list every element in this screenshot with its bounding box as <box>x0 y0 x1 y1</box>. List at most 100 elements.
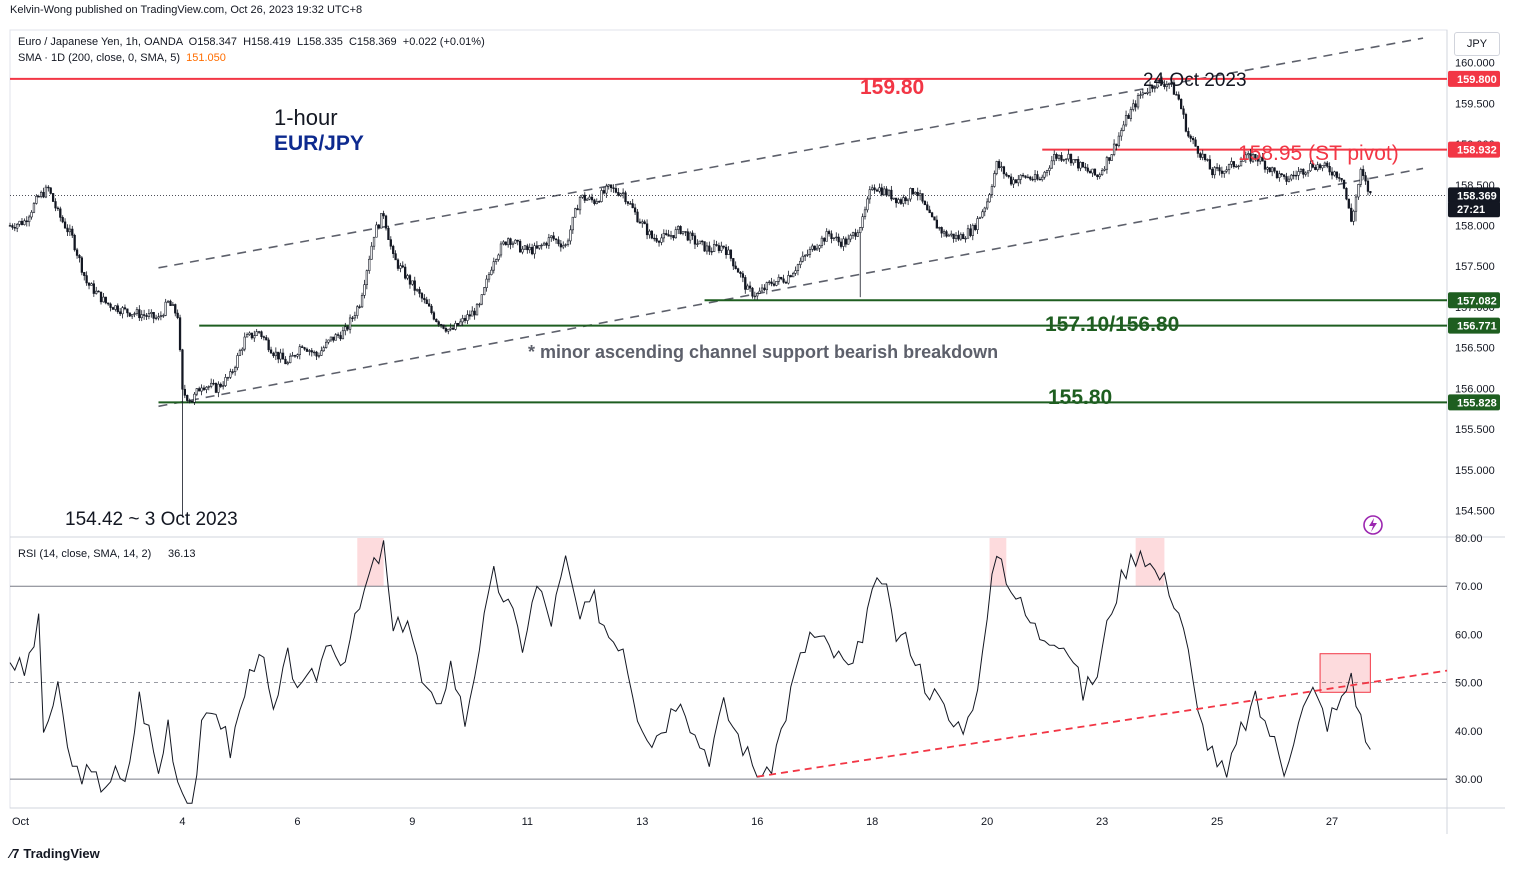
candle-body <box>1244 154 1247 160</box>
footer-brand[interactable]: ⁄‌7 TradingView <box>10 846 100 861</box>
candle-body <box>1199 153 1202 158</box>
candle-body <box>1089 170 1092 174</box>
candle-body <box>1287 178 1291 182</box>
candle-body <box>705 245 709 252</box>
instrument-label[interactable]: Euro / Japanese Yen, 1h, OANDA <box>18 36 183 48</box>
candle-body <box>150 312 153 314</box>
sma-label[interactable]: SMA · 1D (200, close, 0, SMA, 5) <box>18 52 181 64</box>
candle-body <box>1357 184 1360 198</box>
candle-body <box>8 225 12 227</box>
time-tick-label: 9 <box>409 816 415 828</box>
candle-body <box>85 275 88 284</box>
candle-body <box>631 203 634 209</box>
candle-body <box>689 232 692 241</box>
candle-body <box>540 244 543 247</box>
candle-body <box>1215 167 1219 169</box>
candle-body <box>135 309 139 314</box>
channel-lower-line <box>158 167 1424 408</box>
candle-body <box>32 203 36 213</box>
candle-body <box>547 237 551 246</box>
candle-body <box>813 245 816 251</box>
candle-body <box>1304 172 1307 175</box>
candle-body <box>1005 173 1008 176</box>
candle-body <box>363 284 366 296</box>
candle-body <box>545 242 548 246</box>
candle-body <box>1148 85 1152 93</box>
rsi-layer <box>9 538 1448 804</box>
candle-body <box>847 238 850 245</box>
candle-body <box>593 199 596 204</box>
candle-body <box>495 259 498 262</box>
candle-body <box>353 315 357 319</box>
candle-body <box>794 270 797 274</box>
candle-body <box>420 293 424 299</box>
candle-body <box>291 355 294 357</box>
price-badge-label: 159.800 <box>1457 74 1497 86</box>
candle-body <box>394 253 397 261</box>
candle-body <box>1256 157 1259 162</box>
candle-body <box>1239 161 1243 167</box>
candle-body <box>478 303 481 306</box>
candle-body <box>933 216 936 221</box>
timeframe-label: 1-hour <box>274 105 338 130</box>
candle-body <box>758 290 761 294</box>
candle-body <box>1079 161 1082 169</box>
alert-bolt-icon[interactable] <box>1363 515 1383 535</box>
candles-layer <box>8 76 1372 518</box>
rsi-label[interactable]: RSI (14, close, SMA, 14, 2) <box>18 548 151 560</box>
candle-body <box>542 242 546 246</box>
candle-body <box>42 191 45 198</box>
candle-body <box>1352 210 1355 222</box>
candle-body <box>473 310 476 316</box>
candle-body <box>205 386 208 390</box>
candle-body <box>1036 174 1039 180</box>
candle-body <box>574 208 577 218</box>
candle-body <box>1084 166 1087 169</box>
candle-body <box>1139 94 1142 96</box>
candle-body <box>293 355 297 357</box>
candle-body <box>1280 173 1283 176</box>
candle-body <box>250 332 254 339</box>
candle-body <box>356 306 359 316</box>
candle-body <box>138 309 141 319</box>
candle-body <box>1340 178 1343 181</box>
candle-body <box>116 305 119 313</box>
candle-body <box>1129 109 1132 119</box>
candle-body <box>562 245 565 248</box>
candle-body <box>11 225 14 228</box>
candle-body <box>655 238 658 242</box>
candle-body <box>497 254 500 260</box>
candle-body <box>1369 191 1372 194</box>
candle-body <box>1168 82 1171 85</box>
candle-body <box>1120 130 1123 137</box>
candle-body <box>509 238 512 245</box>
currency-selector[interactable]: JPY <box>1454 32 1500 56</box>
candle-body <box>298 346 301 356</box>
candle-body <box>768 281 771 284</box>
candle-body <box>387 227 390 240</box>
candle-body <box>1323 162 1326 166</box>
candle-body <box>1247 153 1250 156</box>
candle-body <box>375 224 378 238</box>
candle-body <box>427 303 431 307</box>
candle-body <box>1012 179 1015 185</box>
candle-body <box>789 275 792 278</box>
candle-body <box>784 281 788 284</box>
candle-body <box>660 237 663 243</box>
candle-body <box>880 187 883 196</box>
candle-body <box>296 354 299 357</box>
candle-body <box>897 199 900 204</box>
candle-body <box>423 297 426 301</box>
candle-body <box>928 209 931 214</box>
candle-body <box>210 382 213 387</box>
candle-body <box>679 226 682 235</box>
candle-body <box>377 224 380 229</box>
candle-body <box>437 321 440 325</box>
candle-body <box>1266 167 1269 170</box>
candle-body <box>959 234 962 240</box>
candle-body <box>899 199 903 204</box>
candle-body <box>832 237 836 239</box>
overbought-shade-2 <box>1135 538 1165 587</box>
candle-body <box>746 285 749 290</box>
candle-body <box>1242 159 1245 162</box>
